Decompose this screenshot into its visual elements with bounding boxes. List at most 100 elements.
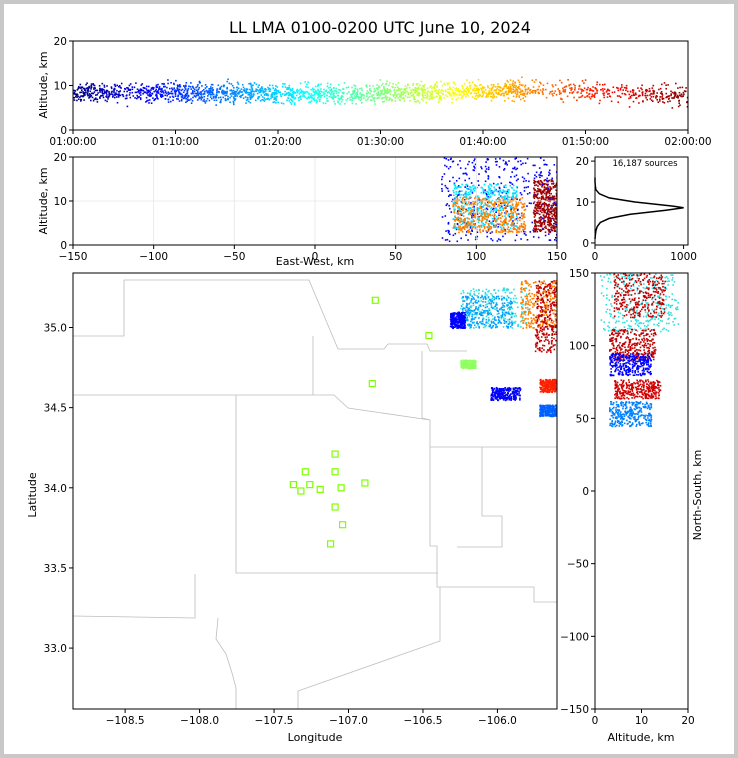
plan-source [545, 291, 548, 293]
ew-source [508, 229, 510, 231]
ew-source [469, 190, 472, 193]
ew-source [553, 164, 556, 166]
time-height-source [326, 94, 328, 97]
time-height-source [269, 84, 271, 87]
plan-source [533, 317, 535, 320]
ew-source [516, 191, 518, 193]
plan-source [470, 305, 473, 307]
ew-source [485, 203, 487, 206]
time-height-source [199, 97, 202, 99]
time-height-source [514, 81, 516, 83]
time-height-source [110, 91, 113, 94]
time-height-source [286, 87, 289, 89]
time-height-source [422, 85, 425, 88]
ew-source [463, 227, 466, 229]
ew-source [523, 213, 526, 215]
time-height-source [172, 88, 174, 91]
time-height-source [569, 83, 572, 86]
ew-source [452, 205, 454, 208]
plan-source [474, 294, 476, 296]
plan-source [532, 304, 535, 306]
time-height-source [660, 91, 663, 93]
ew-source [468, 228, 470, 231]
ew-source [478, 219, 480, 222]
time-height-source [529, 89, 531, 92]
ew-source [533, 216, 536, 218]
ew-source [532, 236, 535, 238]
plan-source [527, 301, 530, 303]
time-height-source [293, 90, 295, 93]
plan-source [477, 296, 479, 298]
ew-source [468, 177, 471, 180]
clip-group [73, 76, 688, 109]
time-height-source [380, 84, 383, 87]
time-height-source [240, 96, 242, 99]
time-height-source [490, 89, 492, 92]
time-height-source [434, 90, 436, 93]
time-height-source [244, 96, 247, 98]
time-height-source [335, 87, 337, 90]
plan-source [540, 336, 543, 338]
plan-source [524, 287, 527, 290]
ew-source [474, 158, 476, 160]
plan-source [480, 322, 483, 325]
time-height-source [386, 96, 389, 99]
time-height-source [185, 82, 188, 84]
plan-source [476, 295, 478, 297]
ew-source [473, 226, 475, 228]
time-height-source [361, 94, 364, 96]
ew-source [479, 228, 481, 231]
time-height-source [619, 87, 622, 90]
time-height-source [520, 84, 523, 86]
ew-source [503, 221, 506, 224]
time-height-source [204, 84, 207, 86]
ew-source [499, 226, 502, 228]
ew-source [445, 158, 448, 160]
plan-source [553, 303, 556, 306]
ew-source [472, 219, 475, 221]
plan-source [507, 289, 510, 291]
ew-source [523, 216, 526, 219]
time-height-source [271, 92, 274, 94]
time-height-source [146, 89, 148, 92]
time-height-source [521, 89, 523, 92]
time-height-source [629, 97, 632, 99]
ew-source [512, 222, 515, 225]
plan-source [534, 319, 537, 322]
time-height-source [629, 90, 632, 93]
time-height-source [245, 99, 248, 102]
time-height-source [651, 87, 654, 89]
ew-source [477, 202, 479, 205]
time-height-source [131, 86, 134, 88]
time-height-source [155, 91, 158, 93]
time-height-source [316, 99, 318, 102]
ew-source [456, 198, 459, 200]
time-height-source [210, 91, 212, 94]
plan-source [537, 292, 540, 294]
time-height-source [416, 94, 418, 96]
ew-source [471, 225, 473, 227]
ew-source [468, 188, 470, 191]
time-height-source [250, 93, 253, 96]
ew-source [551, 208, 553, 210]
ew-source [552, 217, 555, 220]
plan-source [503, 305, 506, 307]
ew-source [547, 197, 549, 199]
plan-source [488, 302, 490, 304]
time-height-source [671, 91, 674, 94]
ew-source [471, 216, 473, 219]
plan-source [543, 334, 545, 336]
plan-source [535, 342, 537, 345]
ew-source [485, 213, 487, 216]
plan-source [503, 309, 505, 311]
ew-source [495, 203, 497, 205]
plan-source [553, 320, 555, 323]
ew-source [461, 199, 464, 201]
time-height-source [193, 95, 196, 97]
plan-source [542, 299, 544, 302]
time-height-source [78, 87, 81, 89]
time-height-source [678, 91, 681, 94]
time-height-source [191, 100, 194, 102]
plan-source [499, 395, 501, 397]
time-height-source [127, 87, 129, 89]
